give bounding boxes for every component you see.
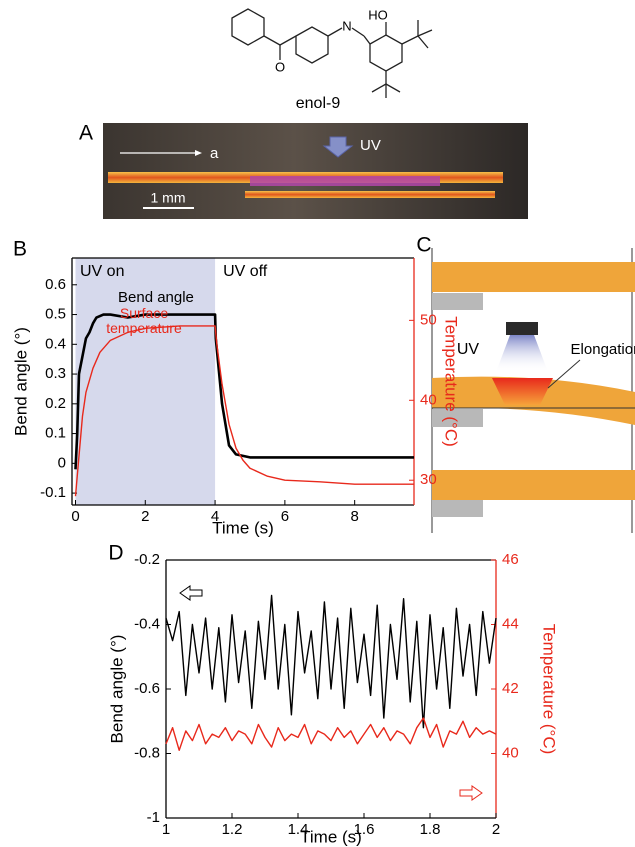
uv-shade xyxy=(75,258,216,505)
bond xyxy=(385,83,401,93)
y-tick-label: -0.6 xyxy=(134,680,160,697)
bond xyxy=(417,35,429,49)
x-tick-label: 1.2 xyxy=(222,821,243,838)
x-tick-label: 4 xyxy=(211,508,219,525)
crystal-bar xyxy=(432,470,635,500)
support xyxy=(432,293,483,310)
bond xyxy=(327,27,343,37)
series-label-box: Surface temperature xyxy=(106,306,182,336)
y-tick-label: 0 xyxy=(58,454,66,471)
structure xyxy=(231,8,433,98)
y2-tick-label: 40 xyxy=(502,744,519,761)
uv-lamp xyxy=(506,322,538,335)
ring xyxy=(369,34,403,72)
y-tick-label: -0.4 xyxy=(134,615,160,632)
bond xyxy=(363,35,371,45)
ring xyxy=(231,8,265,46)
y2-tick-label: 50 xyxy=(420,311,437,328)
crystal-bar xyxy=(432,262,635,292)
y2-axis-label: Temperature (°C) xyxy=(442,316,461,447)
leader-line xyxy=(547,359,581,389)
series-label: Bend angle xyxy=(118,289,194,306)
uv-label: UV xyxy=(457,341,480,358)
heated-zone xyxy=(492,378,553,405)
bond xyxy=(263,35,281,46)
structure-label: enol-9 xyxy=(296,95,341,112)
y2-axis-label: Temperature (°C) xyxy=(540,624,559,755)
x-tick-label: 1.4 xyxy=(288,821,309,838)
bond xyxy=(401,35,419,45)
x-tick-label: 0 xyxy=(71,508,79,525)
bond xyxy=(351,27,365,37)
y-tick-label: -1 xyxy=(147,809,160,826)
y-tick-label: 0.6 xyxy=(45,276,66,293)
panel-label: C xyxy=(416,234,431,257)
photo xyxy=(103,123,528,219)
x-tick-label: 8 xyxy=(351,508,359,525)
y-axis-label: Bend angle (°) xyxy=(107,635,126,744)
x-axis-label: Time (s) xyxy=(300,827,362,846)
annotation: UV off xyxy=(223,263,268,280)
x-tick-label: 1.8 xyxy=(420,821,441,838)
x-tick-label: 6 xyxy=(281,508,289,525)
uv-arrow xyxy=(322,136,354,158)
x-tick-label: 2 xyxy=(141,508,149,525)
atom-label: N xyxy=(342,18,351,33)
x-tick-label: 2 xyxy=(492,821,500,838)
y2-tick-label: 44 xyxy=(502,615,519,632)
y-tick-label: -0.2 xyxy=(134,551,160,568)
y-tick-label: 0.2 xyxy=(45,395,66,412)
bond xyxy=(279,35,297,46)
y-tick-label: -0.8 xyxy=(134,744,160,761)
uv-beam xyxy=(496,335,548,372)
bond xyxy=(371,83,387,93)
y2-tick-label: 42 xyxy=(502,680,519,697)
y-tick-label: 0.3 xyxy=(45,365,66,382)
axis-arrow xyxy=(179,585,203,601)
crystal-violet xyxy=(250,176,440,186)
ring xyxy=(295,26,329,64)
uv-label: UV xyxy=(360,137,381,154)
x-tick-label: 1.6 xyxy=(354,821,375,838)
annotation: Elongation xyxy=(571,341,635,358)
y-tick-label: 0.5 xyxy=(45,306,66,323)
annotation: UV on xyxy=(80,263,124,280)
y-axis-label: Bend angle (°) xyxy=(11,327,30,436)
x-tick-label: 1 xyxy=(162,821,170,838)
atom-label: O xyxy=(275,59,285,74)
series-line xyxy=(74,313,414,470)
series-label: Surface temperature xyxy=(106,306,182,336)
atom-label: HO xyxy=(368,7,388,22)
y2-tick-label: 30 xyxy=(420,471,437,488)
series-line xyxy=(165,594,497,729)
y-tick-label: 0.4 xyxy=(45,335,66,352)
y2-tick-label: 46 xyxy=(502,551,519,568)
series-line xyxy=(165,717,497,751)
support xyxy=(432,500,483,517)
scale-label: 1 mm xyxy=(151,190,186,206)
axis-label: a xyxy=(210,145,219,162)
y-tick-label: -0.1 xyxy=(40,484,66,501)
axis-arrow xyxy=(459,785,483,801)
panel-label: A xyxy=(79,122,93,145)
support xyxy=(432,409,483,427)
x-axis-label: Time (s) xyxy=(212,518,274,537)
y-tick-label: 0.1 xyxy=(45,425,66,442)
y2-tick-label: 40 xyxy=(420,391,437,408)
crystal xyxy=(245,191,495,198)
panel-label: B xyxy=(13,238,27,261)
bond xyxy=(417,29,433,37)
arrow-head xyxy=(195,150,202,156)
series-line xyxy=(74,325,414,497)
panel-label: D xyxy=(108,542,123,565)
